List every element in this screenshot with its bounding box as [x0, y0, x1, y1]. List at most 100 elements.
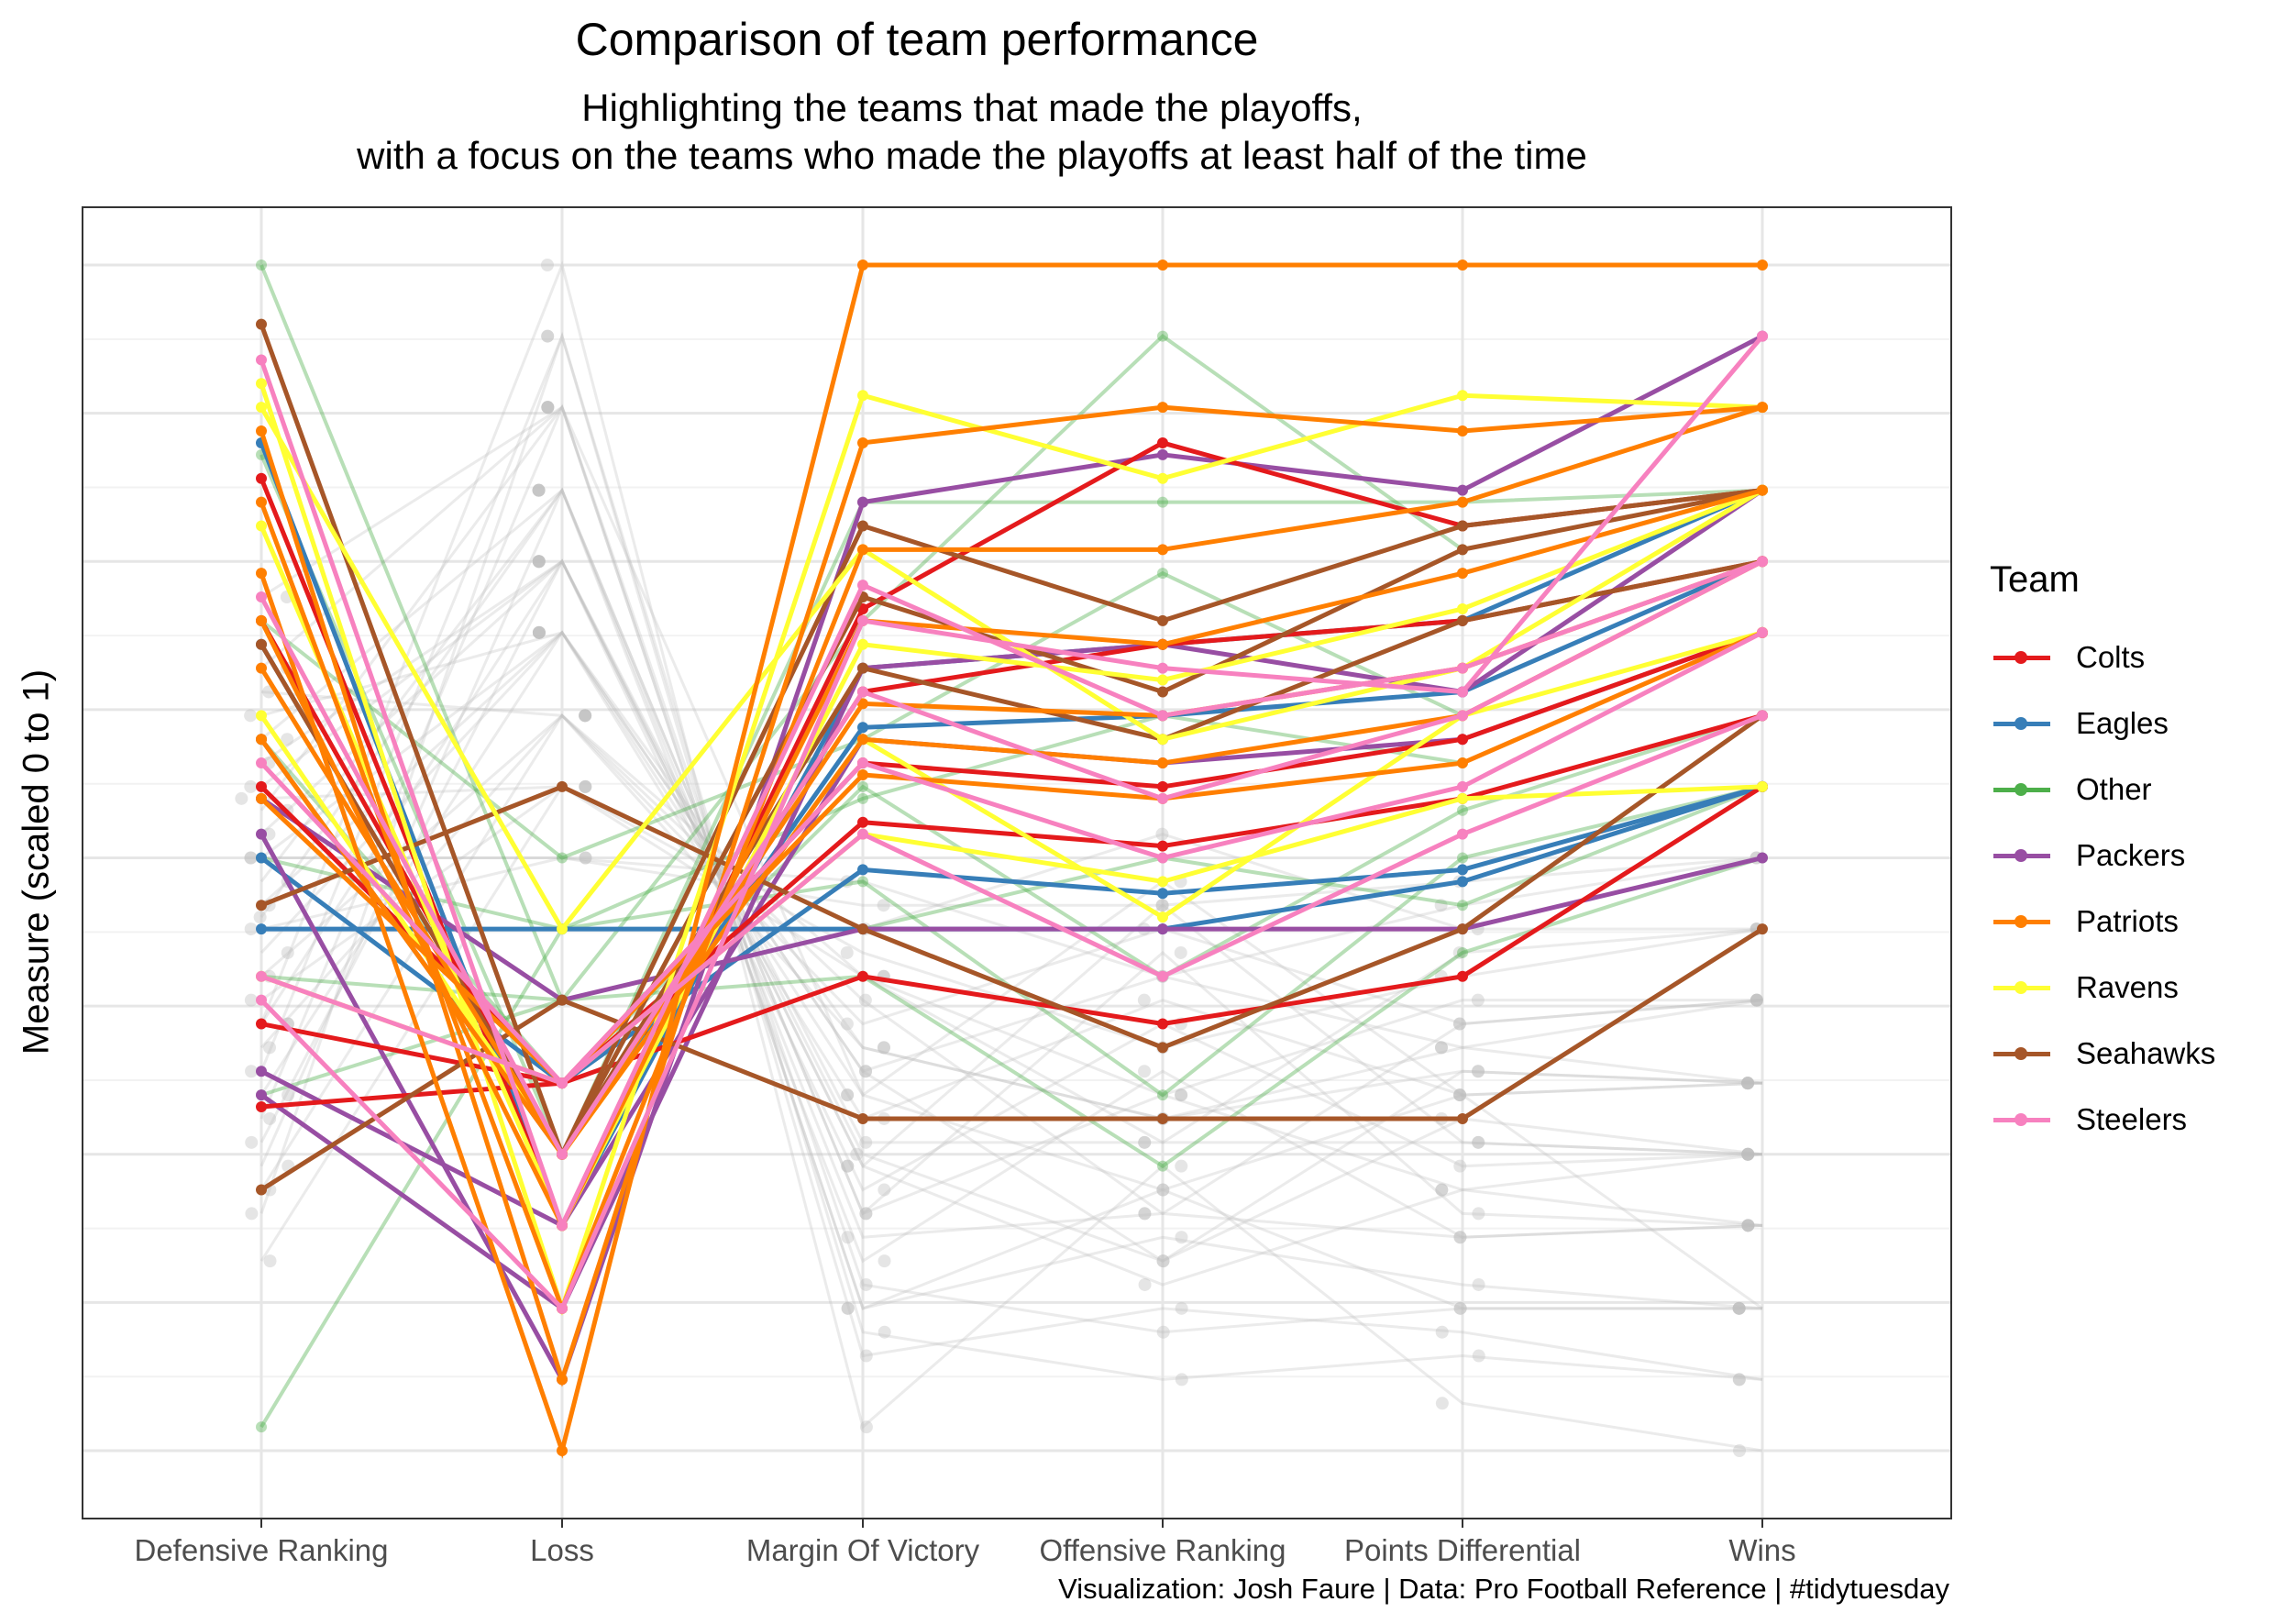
legend-label: Other: [2076, 772, 2152, 806]
non-playoff-point: [281, 945, 294, 959]
non-playoff-point: [1750, 993, 1763, 1007]
team-line-packers: [259, 334, 1764, 1386]
team-point-patriots: [857, 698, 868, 710]
legend-item-ravens: Ravens: [1990, 955, 2215, 1021]
team-point-patriots: [256, 568, 267, 580]
non-playoff-point: [1156, 1183, 1170, 1197]
non-playoff-point: [532, 555, 546, 569]
team-point-packers: [1157, 448, 1168, 460]
non-playoff-point: [1175, 1159, 1188, 1173]
team-point-ravens: [256, 378, 267, 390]
legend-label: Eagles: [2076, 706, 2169, 740]
team-point-other: [1457, 946, 1468, 958]
non-playoff-point: [1174, 945, 1187, 959]
non-playoff-point: [877, 899, 890, 912]
non-playoff-point: [541, 259, 554, 271]
team-point-ravens: [256, 710, 267, 722]
non-playoff-point: [859, 1135, 873, 1149]
team-point-steelers: [857, 614, 868, 626]
non-playoff-team-line: [260, 404, 1763, 1310]
legend-key: [1990, 837, 2054, 874]
non-playoff-point: [877, 1041, 890, 1055]
team-point-other: [857, 876, 868, 888]
team-point-seahawks: [857, 662, 868, 674]
non-playoff-point: [244, 851, 258, 865]
legend-key: [1990, 1101, 2054, 1138]
non-playoff-point: [1156, 1254, 1170, 1268]
non-playoff-team-line: [260, 631, 1763, 1121]
team-point-seahawks: [1157, 614, 1168, 626]
subtitle-line-2: with a focus on the teams who made the p…: [357, 134, 1587, 177]
non-playoff-point: [1741, 1077, 1755, 1090]
team-point-colts: [1157, 1018, 1168, 1030]
team-line-steelers: [259, 334, 1764, 1313]
legend-key: [1990, 705, 2054, 742]
non-playoff-team-line: [259, 403, 1763, 1310]
non-playoff-point: [1156, 1183, 1170, 1197]
non-playoff-point: [244, 779, 258, 793]
team-point-patriots: [1457, 757, 1468, 769]
non-playoff-point: [1741, 1077, 1755, 1090]
non-playoff-point: [245, 1065, 259, 1078]
team-point-steelers: [1457, 710, 1468, 722]
x-tick-label: Margin Of Victory: [746, 1533, 980, 1567]
team-point-seahawks: [256, 638, 267, 650]
team-point-steelers: [1157, 970, 1168, 982]
team-line-steelers: [259, 559, 1764, 1159]
non-playoff-point: [858, 993, 872, 1007]
non-playoff-team-line: [259, 558, 1763, 1156]
legend-items: Colts Eagles Other Packers Patriots Ravens Sea…: [1990, 624, 2215, 1153]
legend-item-other: Other: [1990, 757, 2215, 823]
team-point-eagles: [857, 722, 868, 734]
non-playoff-point: [579, 779, 592, 793]
team-point-seahawks: [1157, 686, 1168, 698]
non-playoff-point: [541, 329, 555, 343]
non-playoff-point: [1453, 1088, 1467, 1102]
team-point-steelers: [1757, 556, 1768, 568]
non-playoff-point: [541, 401, 555, 414]
non-playoff-point: [1750, 993, 1763, 1007]
non-playoff-point: [245, 1135, 259, 1149]
team-point-patriots: [256, 734, 267, 746]
x-tick-label: Wins: [1728, 1533, 1795, 1567]
team-point-seahawks: [256, 318, 267, 330]
non-playoff-team-line: [259, 486, 1763, 1264]
non-playoff-point: [579, 779, 592, 793]
team-point-colts: [857, 816, 868, 828]
non-playoff-team-line: [259, 260, 1763, 1453]
non-playoff-point: [541, 329, 555, 343]
non-playoff-team-line: [259, 331, 1763, 1381]
legend-item-eagles: Eagles: [1990, 690, 2215, 757]
non-playoff-point: [245, 1207, 259, 1221]
non-playoff-team-line: [260, 690, 1763, 1216]
team-line-patriots: [259, 404, 1763, 1387]
team-point-ravens: [557, 923, 568, 935]
legend-item-packers: Packers: [1990, 823, 2215, 889]
non-playoff-point: [1741, 1077, 1755, 1090]
team-point-patriots: [557, 1445, 568, 1456]
x-tick-label: Defensive Ranking: [135, 1533, 389, 1567]
team-point-other: [1457, 852, 1468, 864]
non-playoff-point: [579, 709, 592, 723]
team-point-colts: [256, 1018, 267, 1030]
non-playoff-team-line: [260, 785, 1763, 1144]
non-playoff-point: [850, 1147, 864, 1161]
team-point-other: [1157, 330, 1168, 342]
team-line-seahawks: [259, 323, 1763, 1161]
team-line-steelers: [260, 713, 1763, 1087]
team-point-steelers: [857, 580, 868, 591]
non-playoff-point: [1732, 1301, 1746, 1315]
non-playoff-point: [263, 1254, 277, 1268]
legend: Team Colts Eagles Other Packers Patriots Rave…: [1990, 559, 2215, 1153]
non-playoff-point: [1137, 993, 1151, 1007]
team-point-steelers: [256, 970, 267, 982]
team-point-other: [256, 1421, 267, 1433]
team-point-patriots: [1757, 402, 1768, 414]
team-point-packers: [256, 828, 267, 840]
team-point-other: [1157, 1089, 1168, 1101]
team-line-other: [260, 785, 1763, 1002]
team-point-steelers: [1757, 710, 1768, 722]
non-playoff-point: [532, 555, 546, 569]
non-playoff-point: [1453, 1301, 1467, 1315]
non-playoff-point: [532, 555, 546, 569]
